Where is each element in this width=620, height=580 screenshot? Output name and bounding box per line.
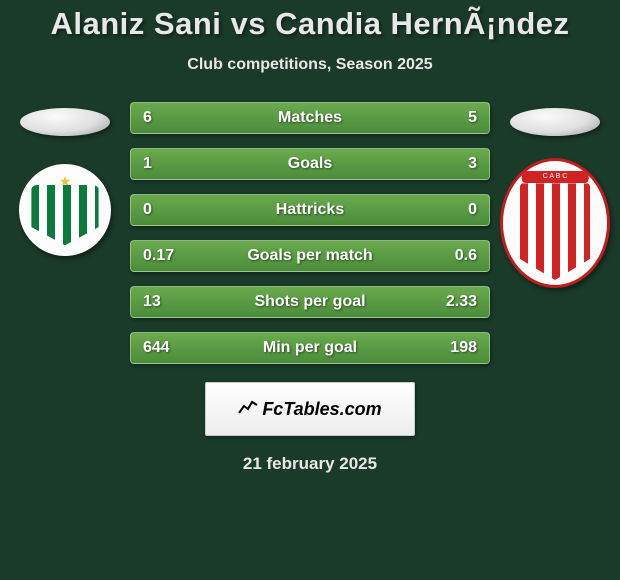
stat-right-value: 0 [468,201,477,219]
stat-name-label: Goals [131,155,489,173]
stat-bar: 6Matches5 [130,102,490,134]
chart-icon [238,399,258,420]
stat-right-value: 2.33 [446,293,477,311]
crest-stripes-icon [520,183,591,280]
stat-left-value: 644 [143,339,170,357]
stat-right-value: 198 [450,339,477,357]
stat-name-label: Goals per match [131,247,489,265]
player-silhouette-icon [510,108,600,136]
comparison-card: Alaniz Sani vs Candia HernÃ¡ndez Club co… [0,0,620,474]
content-row: ★ 6Matches5 1Goals3 0Hattricks0 0.17Goals p… [0,102,620,364]
club-crest-left: ★ [19,164,111,256]
date-label: 21 february 2025 [0,454,620,474]
stat-bar: 644Min per goal198 [130,332,490,364]
stat-left-value: 0.17 [143,247,174,265]
crest-stripes-icon [31,185,98,245]
stat-bar: 0Hattricks0 [130,194,490,226]
stat-bar: 13Shots per goal2.33 [130,286,490,318]
stat-right-value: 3 [468,155,477,173]
player-silhouette-icon [20,108,110,136]
stats-column: 6Matches5 1Goals3 0Hattricks0 0.17Goals per… [130,102,490,364]
stat-bar: 1Goals3 [130,148,490,180]
source-badge[interactable]: FcTables.com [205,382,415,436]
stat-left-value: 6 [143,109,152,127]
subtitle: Club competitions, Season 2025 [0,56,620,74]
source-label: FcTables.com [262,399,381,420]
stat-name-label: Matches [131,109,489,127]
stat-name-label: Shots per goal [131,293,489,311]
left-side: ★ [0,102,130,364]
right-side: C A B C [490,102,620,364]
stat-right-value: 5 [468,109,477,127]
stat-left-value: 13 [143,293,161,311]
stat-left-value: 0 [143,201,152,219]
stat-bar: 0.17Goals per match0.6 [130,240,490,272]
stat-right-value: 0.6 [455,247,477,265]
stat-left-value: 1 [143,155,152,173]
club-crest-right: C A B C [500,158,610,288]
crest-band-icon: C A B C [522,171,589,183]
stat-name-label: Min per goal [131,339,489,357]
stat-name-label: Hattricks [131,201,489,219]
page-title: Alaniz Sani vs Candia HernÃ¡ndez [0,6,620,42]
